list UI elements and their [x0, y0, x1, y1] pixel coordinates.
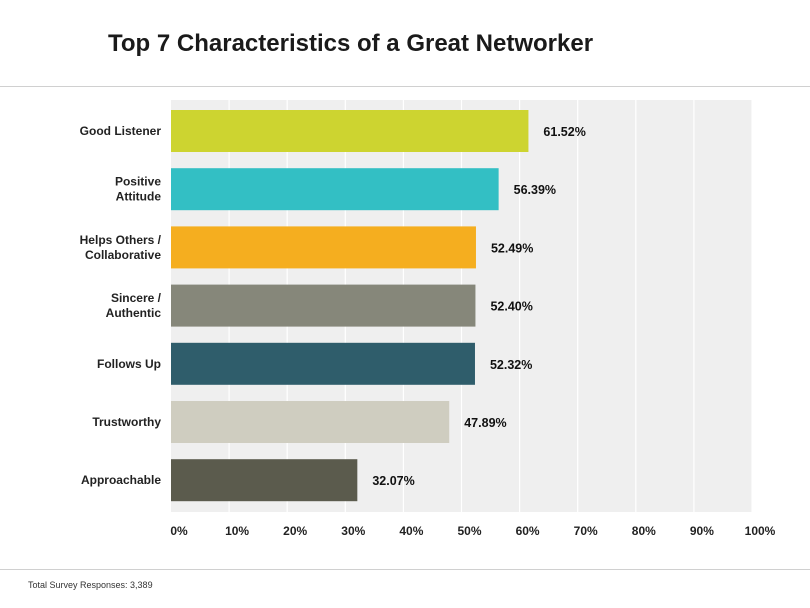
- x-tick-label: 30%: [341, 524, 365, 538]
- page-title: Top 7 Characteristics of a Great Network…: [108, 30, 594, 57]
- title-divider: [0, 86, 810, 87]
- category-label: Trustworthy: [92, 415, 161, 429]
- x-tick-label: 80%: [632, 524, 656, 538]
- x-tick-label: 50%: [457, 524, 481, 538]
- footer-divider: [0, 569, 810, 570]
- bar: [171, 168, 499, 211]
- data-label: 52.40%: [490, 300, 532, 314]
- category-labels: Good Listener Positive Attitude Helps Other…: [80, 124, 162, 487]
- x-tick-label: 0%: [170, 524, 188, 538]
- category-label: Follows Up: [97, 357, 161, 371]
- data-label: 56.39%: [514, 183, 556, 197]
- bar: [171, 110, 529, 152]
- bar: [171, 226, 476, 269]
- data-label: 52.32%: [490, 358, 532, 372]
- category-label: Positive Attitude: [115, 175, 161, 204]
- bars: [171, 110, 529, 502]
- bar-chart: Good Listener Positive Attitude Helps Other…: [80, 100, 776, 538]
- x-tick-label: 40%: [399, 524, 423, 538]
- x-tick-label: 20%: [283, 524, 307, 538]
- x-tick-label: 90%: [690, 524, 714, 538]
- data-label: 47.89%: [464, 416, 506, 430]
- category-label: Helps Others / Collaborative: [80, 233, 162, 262]
- footnote: Total Survey Responses: 3,389: [28, 580, 153, 590]
- bar: [171, 459, 358, 502]
- category-label: Approachable: [81, 473, 161, 487]
- data-label: 32.07%: [372, 474, 414, 488]
- x-tick-label: 10%: [225, 524, 249, 538]
- bar: [171, 401, 450, 443]
- value-labels: 61.52% 56.39% 52.49% 52.40% 52.32% 47.89% 32.0…: [372, 125, 586, 488]
- x-tick-label: 60%: [516, 524, 540, 538]
- x-tick-label: 100%: [745, 524, 776, 538]
- bar: [171, 284, 476, 327]
- data-label: 52.49%: [491, 241, 533, 255]
- x-tick-label: 70%: [574, 524, 598, 538]
- data-label: 61.52%: [543, 125, 585, 139]
- x-tick-labels: 0% 10% 20% 30% 40% 50% 60% 70% 80% 90% 100%: [170, 524, 775, 538]
- bar: [171, 342, 475, 385]
- category-label: Sincere / Authentic: [106, 291, 162, 320]
- category-label: Good Listener: [80, 124, 162, 138]
